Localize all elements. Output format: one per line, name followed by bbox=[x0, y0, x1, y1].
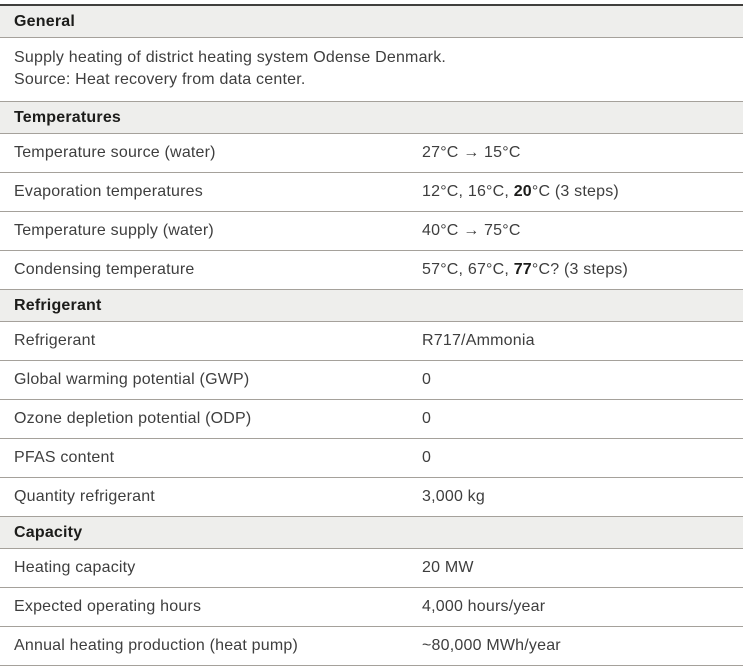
spec-table: General Supply heating of district heatin… bbox=[0, 4, 743, 666]
row-label: Evaporation temperatures bbox=[14, 183, 203, 200]
table-row: Annual heating production (heat pump) ~80… bbox=[0, 627, 743, 666]
table-row: Expected operating hours 4,000 hours/year bbox=[0, 588, 743, 627]
value-segment: 4,000 hours/year bbox=[422, 598, 546, 615]
section-title: General bbox=[0, 5, 743, 38]
page: { "colors": { "background": "#ffffff", "… bbox=[0, 4, 743, 666]
row-value: 0 bbox=[417, 361, 743, 400]
row-label: Refrigerant bbox=[14, 332, 96, 349]
text-line: Source: Heat recovery from data center. bbox=[14, 71, 306, 88]
row-value: 57°C, 67°C, 77°C? (3 steps) bbox=[417, 251, 743, 290]
row-label: Global warming potential (GWP) bbox=[14, 371, 250, 388]
table-row: Temperature supply (water) 40°C → 75°C bbox=[0, 212, 743, 251]
table-row: Global warming potential (GWP) 0 bbox=[0, 361, 743, 400]
row-value: R717/Ammonia bbox=[417, 322, 743, 361]
row-label: Temperature supply (water) bbox=[14, 222, 214, 239]
section-text: Supply heating of district heating syste… bbox=[0, 38, 743, 102]
value-segment: 0 bbox=[422, 449, 432, 466]
value-segment: 27°C → 15°C bbox=[422, 144, 521, 161]
row-label: Quantity refrigerant bbox=[14, 488, 155, 505]
value-segment: 20 MW bbox=[422, 559, 474, 576]
spec-table-document: General Supply heating of district heatin… bbox=[0, 4, 743, 666]
table-row: Ozone depletion potential (ODP) 0 bbox=[0, 400, 743, 439]
table-row: Refrigerant R717/Ammonia bbox=[0, 322, 743, 361]
value-segment: 0 bbox=[422, 410, 432, 427]
section-title: Temperatures bbox=[0, 101, 743, 134]
value-segment: °C? (3 steps) bbox=[531, 261, 629, 278]
row-value: 12°C, 16°C, 20°C (3 steps) bbox=[417, 173, 743, 212]
section-text-row: Supply heating of district heating syste… bbox=[0, 38, 743, 102]
table-row: PFAS content 0 bbox=[0, 439, 743, 478]
section-header-row: Refrigerant bbox=[0, 289, 743, 322]
section-header-row: Temperatures bbox=[0, 101, 743, 134]
row-value: 27°C → 15°C bbox=[417, 134, 743, 173]
section-title: Refrigerant bbox=[0, 289, 743, 322]
value-segment: 57°C, 67°C, bbox=[422, 261, 514, 278]
table-row: Temperature source (water) 27°C → 15°C bbox=[0, 134, 743, 173]
table-row: Quantity refrigerant 3,000 kg bbox=[0, 478, 743, 517]
text-line: Supply heating of district heating syste… bbox=[14, 49, 447, 66]
row-label: Ozone depletion potential (ODP) bbox=[14, 410, 252, 427]
section-title: Capacity bbox=[0, 516, 743, 549]
row-value: 4,000 hours/year bbox=[417, 588, 743, 627]
row-value: 0 bbox=[417, 439, 743, 478]
value-segment: R717/Ammonia bbox=[422, 332, 535, 349]
row-value: 0 bbox=[417, 400, 743, 439]
value-segment: ~80,000 MWh/year bbox=[422, 637, 561, 654]
row-label: PFAS content bbox=[14, 449, 115, 466]
row-label: Expected operating hours bbox=[14, 598, 202, 615]
value-segment: 40°C → 75°C bbox=[422, 222, 521, 239]
value-segment-bold: 20 bbox=[513, 183, 532, 200]
value-segment: 0 bbox=[422, 371, 432, 388]
spec-table-body: General Supply heating of district heatin… bbox=[0, 5, 743, 666]
value-segment: 12°C, 16°C, bbox=[422, 183, 514, 200]
row-value: 3,000 kg bbox=[417, 478, 743, 517]
value-segment: 3,000 kg bbox=[422, 488, 485, 505]
table-row: Condensing temperature 57°C, 67°C, 77°C? … bbox=[0, 251, 743, 290]
value-segment-bold: 77 bbox=[513, 261, 532, 278]
section-header-row: Capacity bbox=[0, 516, 743, 549]
row-value: 40°C → 75°C bbox=[417, 212, 743, 251]
row-value: ~80,000 MWh/year bbox=[417, 627, 743, 666]
value-segment: °C (3 steps) bbox=[531, 183, 619, 200]
row-value: 20 MW bbox=[417, 549, 743, 588]
section-header-row: General bbox=[0, 5, 743, 38]
row-label: Annual heating production (heat pump) bbox=[14, 637, 299, 654]
table-row: Evaporation temperatures 12°C, 16°C, 20°C… bbox=[0, 173, 743, 212]
row-label: Heating capacity bbox=[14, 559, 136, 576]
table-row: Heating capacity 20 MW bbox=[0, 549, 743, 588]
row-label: Condensing temperature bbox=[14, 261, 195, 278]
row-label: Temperature source (water) bbox=[14, 144, 216, 161]
